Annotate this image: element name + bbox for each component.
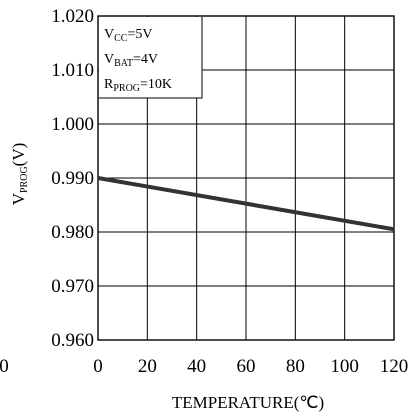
y-tick-labels: 0.960 0.970 0.980 0.990 1.000 1.010 1.020 xyxy=(51,6,94,351)
y-tick-label: 0.970 xyxy=(51,276,94,297)
series-line xyxy=(97,176,395,232)
annotation-main: V xyxy=(104,52,114,67)
annotation-value: =5V xyxy=(127,27,152,42)
x-tick-label: 100 xyxy=(330,356,359,377)
condition-annotation: VCC=5V xyxy=(104,27,152,44)
annotation-value: =10K xyxy=(140,77,172,92)
y-tick-label: 0.980 xyxy=(51,222,94,243)
y-axis-label-sub: PROG xyxy=(19,166,30,193)
y-tick-label: 0.960 xyxy=(51,330,94,351)
left-edge-tick-label: 0 xyxy=(0,356,9,377)
annotation-sub: CC xyxy=(114,33,128,44)
legend-background xyxy=(99,17,202,98)
series-layer xyxy=(97,176,395,232)
x-tick-label: 60 xyxy=(237,356,256,377)
y-tick-label: 1.020 xyxy=(51,6,94,27)
condition-annotation: VBAT=4V xyxy=(104,52,158,69)
legend-border xyxy=(99,17,203,99)
condition-annotation: RPROG=10K xyxy=(104,77,172,94)
y-axis-label-unit: (V) xyxy=(9,143,28,167)
y-axis-label-main: V xyxy=(9,192,28,205)
annotation-main: R xyxy=(104,77,114,92)
annotation-value: =4V xyxy=(133,52,158,67)
x-tick-labels: 0 20 40 60 80 100 120 xyxy=(93,356,408,377)
y-axis-label: VPROG(V) xyxy=(9,143,30,206)
x-tick-label: 20 xyxy=(138,356,157,377)
annotation-main: V xyxy=(104,27,114,42)
x-tick-label: 0 xyxy=(93,356,103,377)
x-tick-label: 80 xyxy=(286,356,305,377)
x-axis-label: TEMPERATURE(℃) xyxy=(172,393,324,412)
y-tick-label: 0.990 xyxy=(51,168,94,189)
x-tick-label: 40 xyxy=(187,356,206,377)
annotation-sub: BAT xyxy=(114,58,133,69)
x-tick-label: 120 xyxy=(380,356,409,377)
y-tick-label: 1.000 xyxy=(51,114,94,135)
y-tick-label: 1.010 xyxy=(51,60,94,81)
annotation-sub: PROG xyxy=(113,83,140,94)
